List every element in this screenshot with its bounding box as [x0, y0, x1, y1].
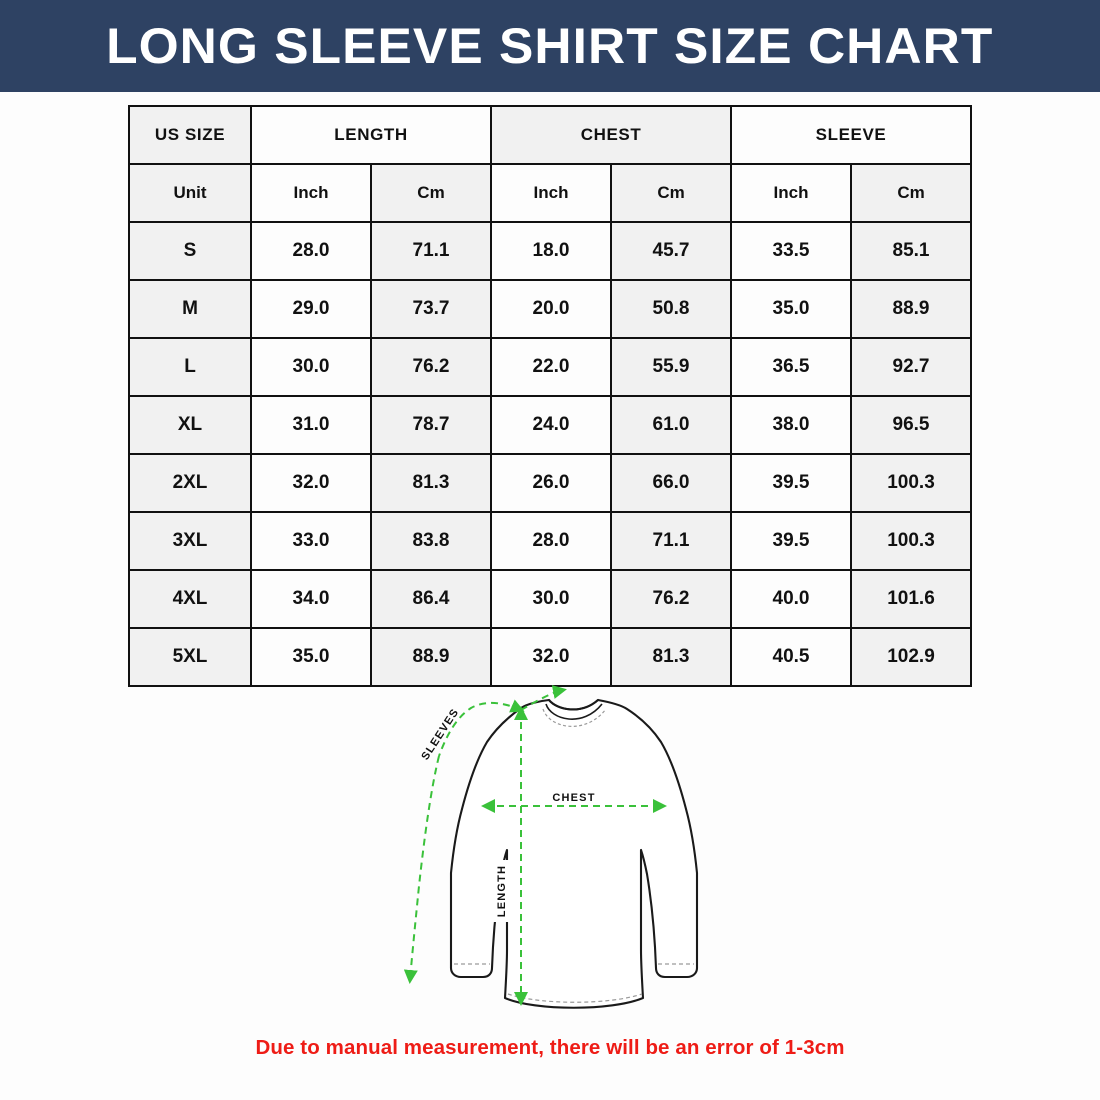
header-us-size: US SIZE — [128, 105, 252, 165]
header-sleeve-cm: Cm — [850, 163, 973, 223]
cell-chest-inch: 26.0 — [490, 453, 613, 513]
cell-sleeve-inch: 39.5 — [730, 511, 853, 571]
header-sleeve-inch: Inch — [730, 163, 853, 223]
header-unit: Unit — [128, 163, 252, 223]
cell-length-inch: 35.0 — [250, 627, 372, 687]
group-header-row: US SIZE LENGTH CHEST SLEEVE — [128, 105, 973, 165]
chest-label: CHEST — [552, 792, 595, 804]
header-banner: LONG SLEEVE SHIRT SIZE CHART — [0, 0, 1100, 92]
length-label-backdrop — [492, 860, 510, 922]
cell-sleeve-cm: 100.3 — [850, 511, 973, 571]
page-title: LONG SLEEVE SHIRT SIZE CHART — [106, 18, 994, 74]
cell-length-inch: 29.0 — [250, 279, 372, 339]
table-row: 4XL 34.0 86.4 30.0 76.2 40.0 101.6 — [128, 569, 973, 629]
cell-size: S — [128, 221, 252, 281]
cell-chest-inch: 20.0 — [490, 279, 613, 339]
cell-size: 4XL — [128, 569, 252, 629]
cell-chest-cm: 45.7 — [610, 221, 733, 281]
cell-sleeve-cm: 96.5 — [850, 395, 973, 455]
cell-chest-inch: 28.0 — [490, 511, 613, 571]
cell-sleeve-cm: 88.9 — [850, 279, 973, 339]
cell-chest-cm: 50.8 — [610, 279, 733, 339]
cell-sleeve-inch: 38.0 — [730, 395, 853, 455]
table-row: M 29.0 73.7 20.0 50.8 35.0 88.9 — [128, 279, 973, 339]
cell-sleeve-inch: 40.5 — [730, 627, 853, 687]
cell-chest-cm: 55.9 — [610, 337, 733, 397]
cell-chest-cm: 66.0 — [610, 453, 733, 513]
cell-chest-inch: 18.0 — [490, 221, 613, 281]
cell-sleeve-cm: 102.9 — [850, 627, 973, 687]
cell-sleeve-cm: 100.3 — [850, 453, 973, 513]
table-head: US SIZE LENGTH CHEST SLEEVE Unit Inch Cm… — [128, 105, 973, 223]
sleeves-measure-line — [403, 685, 567, 984]
cell-length-cm: 86.4 — [369, 569, 493, 629]
hem-stitch — [454, 963, 694, 1003]
cell-sleeve-inch: 35.0 — [730, 279, 853, 339]
table-row: S 28.0 71.1 18.0 45.7 33.5 85.1 — [128, 221, 973, 281]
cell-length-cm: 88.9 — [369, 627, 493, 687]
cell-chest-inch: 30.0 — [490, 569, 613, 629]
cell-sleeve-cm: 85.1 — [850, 221, 973, 281]
header-length: LENGTH — [249, 105, 493, 165]
header-chest-cm: Cm — [610, 163, 733, 223]
header-length-cm: Cm — [369, 163, 493, 223]
table-body: S 28.0 71.1 18.0 45.7 33.5 85.1 M 29.0 73.7 20.0 50… — [128, 221, 973, 687]
cell-sleeve-inch: 33.5 — [730, 221, 853, 281]
cell-length-cm: 73.7 — [369, 279, 493, 339]
table-row: 3XL 33.0 83.8 28.0 71.1 39.5 100.3 — [128, 511, 973, 571]
shirt-outline — [449, 698, 699, 1009]
table-row: 2XL 32.0 81.3 26.0 66.0 39.5 100.3 — [128, 453, 973, 513]
header-chest: CHEST — [490, 105, 733, 165]
collar-line — [545, 703, 603, 720]
measurement-disclaimer: Due to manual measurement, there will be… — [255, 1036, 845, 1059]
cell-size: 3XL — [128, 511, 252, 571]
cell-length-cm: 78.7 — [369, 395, 493, 455]
table-row: 5XL 35.0 88.9 32.0 81.3 40.5 102.9 — [128, 627, 973, 687]
table-row: XL 31.0 78.7 24.0 61.0 38.0 96.5 — [128, 395, 973, 455]
cell-size: XL — [128, 395, 252, 455]
cell-size: L — [128, 337, 252, 397]
cell-length-cm: 81.3 — [369, 453, 493, 513]
cell-length-cm: 76.2 — [369, 337, 493, 397]
cell-length-inch: 33.0 — [250, 511, 372, 571]
table-row: L 30.0 76.2 22.0 55.9 36.5 92.7 — [128, 337, 973, 397]
cell-length-inch: 32.0 — [250, 453, 372, 513]
size-table: US SIZE LENGTH CHEST SLEEVE Unit Inch Cm… — [128, 105, 973, 687]
cell-chest-inch: 32.0 — [490, 627, 613, 687]
cell-sleeve-cm: 92.7 — [850, 337, 973, 397]
collar-stitch — [542, 708, 607, 727]
cell-chest-cm: 61.0 — [610, 395, 733, 455]
chest-label-backdrop — [535, 787, 613, 804]
shirt-diagram: CHEST LENGTH SLEEVES — [375, 668, 725, 1018]
unit-header-row: Unit Inch Cm Inch Cm Inch Cm — [128, 163, 973, 223]
header-chest-inch: Inch — [490, 163, 613, 223]
cell-chest-cm: 76.2 — [610, 569, 733, 629]
cell-sleeve-cm: 101.6 — [850, 569, 973, 629]
header-length-inch: Inch — [250, 163, 372, 223]
cell-sleeve-inch: 36.5 — [730, 337, 853, 397]
cell-size: 2XL — [128, 453, 252, 513]
cell-size: M — [128, 279, 252, 339]
cell-size: 5XL — [128, 627, 252, 687]
cell-chest-cm: 81.3 — [610, 627, 733, 687]
cell-length-cm: 83.8 — [369, 511, 493, 571]
cell-length-inch: 31.0 — [250, 395, 372, 455]
shirt-diagram-svg: CHEST LENGTH SLEEVES — [403, 685, 699, 1009]
cell-length-cm: 71.1 — [369, 221, 493, 281]
cell-chest-inch: 24.0 — [490, 395, 613, 455]
length-label: LENGTH — [496, 865, 508, 917]
cell-chest-cm: 71.1 — [610, 511, 733, 571]
cell-length-inch: 28.0 — [250, 221, 372, 281]
cell-length-inch: 34.0 — [250, 569, 372, 629]
cell-sleeve-inch: 40.0 — [730, 569, 853, 629]
cell-sleeve-inch: 39.5 — [730, 453, 853, 513]
header-sleeve: SLEEVE — [730, 105, 973, 165]
size-table-container: US SIZE LENGTH CHEST SLEEVE Unit Inch Cm… — [128, 105, 973, 687]
cell-chest-inch: 22.0 — [490, 337, 613, 397]
cell-length-inch: 30.0 — [250, 337, 372, 397]
